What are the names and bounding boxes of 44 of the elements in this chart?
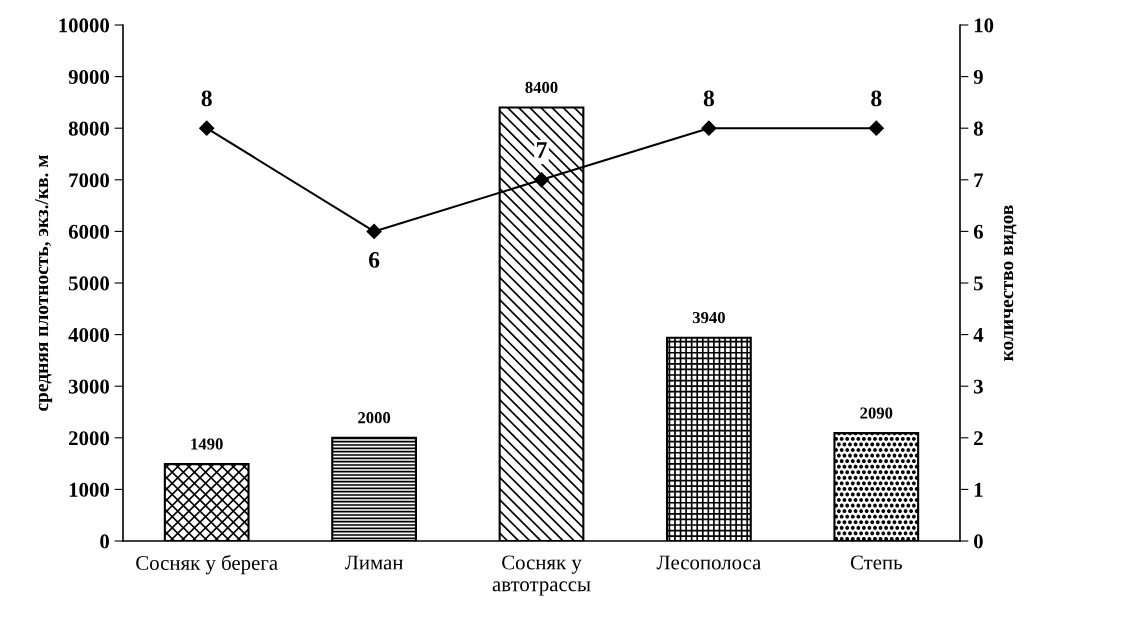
data-label: 8	[871, 90, 882, 107]
point	[533, 172, 550, 188]
y2-tick-label: 6	[973, 224, 983, 239]
y2-tick-label: 8	[973, 121, 983, 136]
y-tick-label: 9000	[68, 69, 110, 85]
data-label: 2000	[358, 412, 391, 424]
y-tick-label: 6000	[68, 224, 110, 239]
y2-tick-label: 7	[974, 173, 984, 188]
point	[199, 120, 215, 136]
y2-tick-label: 0	[973, 534, 983, 549]
y-tick-label: 7000	[69, 173, 110, 188]
y-tick-label: 5000	[68, 276, 110, 291]
data-label: 6	[369, 252, 380, 268]
y2-tick-label: 5	[974, 276, 983, 291]
data-label: 8400	[525, 81, 558, 94]
x-tick-label: Сосняк у автотрассы	[492, 555, 591, 596]
data-label: 3940	[692, 311, 725, 324]
x-tick-label: Сосняк у берега	[136, 554, 278, 575]
x-tick-label: Лесополоса	[656, 555, 762, 570]
y2-axis-title: количество видов	[1003, 205, 1017, 361]
y-tick-label: 8000	[68, 121, 110, 136]
y-tick-label: 3000	[68, 379, 110, 394]
data-label: 8	[703, 90, 715, 107]
x-tick-label: Лиман	[344, 555, 403, 570]
y2-tick-label: 2	[974, 431, 983, 446]
y-tick-label: 10000	[59, 18, 110, 33]
x-tick-label: Степь	[850, 555, 902, 570]
y-tick-label: 2000	[69, 431, 110, 446]
y2-tick-label: 3	[973, 379, 983, 394]
data-label: 8	[201, 90, 212, 107]
y2-tick-label: 1	[974, 482, 983, 497]
data-label: 2090	[860, 407, 893, 419]
y-axis-title: средняя плотность, экз./кв. м	[35, 155, 53, 411]
point	[366, 223, 382, 239]
y-tick-label: 4000	[68, 327, 110, 343]
y-tick-label: 1000	[69, 482, 110, 497]
y2-tick-label: 10	[974, 18, 994, 33]
y-tick-label: 0	[100, 534, 110, 549]
y2-tick-label: 4	[973, 328, 984, 342]
data-label: 7	[536, 142, 547, 158]
y2-tick-label: 9	[973, 70, 983, 85]
point	[701, 120, 717, 136]
point	[868, 120, 884, 136]
data-label: 1490	[191, 438, 223, 450]
